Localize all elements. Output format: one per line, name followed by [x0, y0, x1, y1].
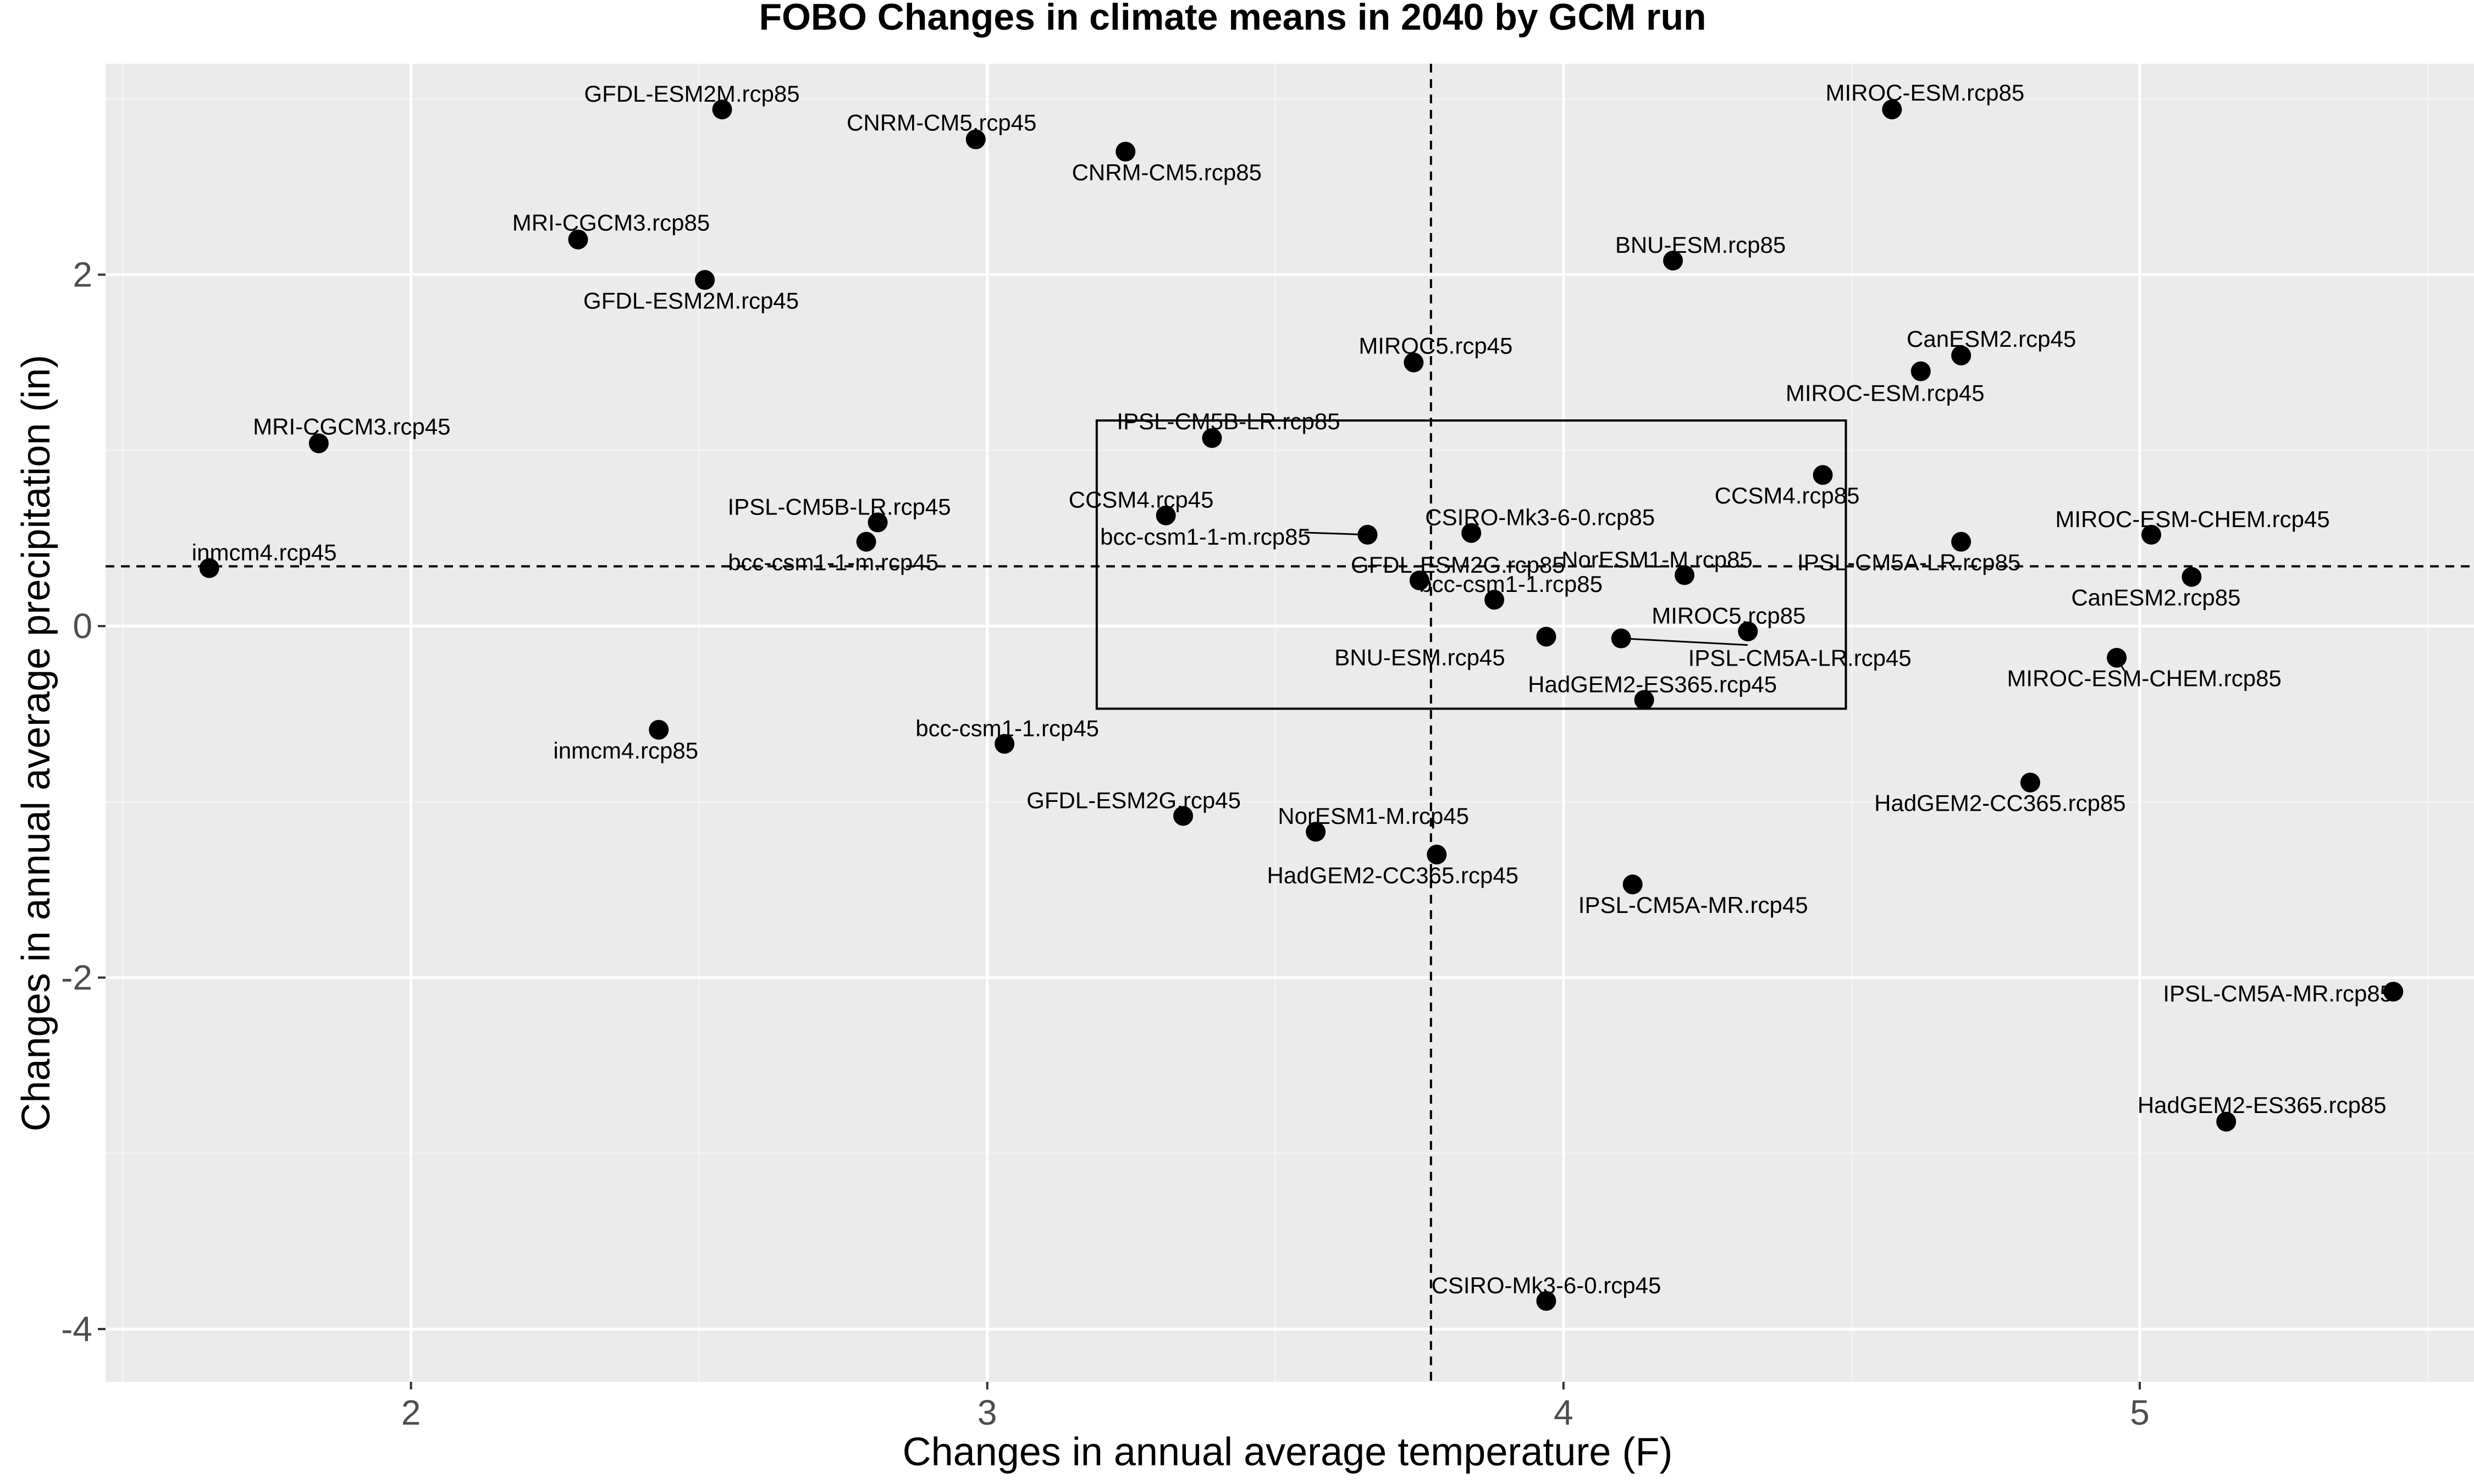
data-label: IPSL-CM5A-MR.rcp45 [1578, 892, 1808, 918]
data-label: GFDL-ESM2M.rcp45 [583, 287, 799, 313]
data-point [2182, 567, 2202, 587]
data-label: HadGEM2-CC365.rcp45 [1267, 862, 1519, 888]
data-point [1404, 352, 1424, 373]
data-point [1663, 251, 1683, 271]
data-label: CNRM-CM5.rcp45 [847, 109, 1036, 135]
data-label: NorESM1-M.rcp45 [1278, 803, 1469, 829]
data-label: bcc-csm1-1-m.rcp85 [1100, 524, 1311, 550]
data-point [1611, 628, 1631, 649]
data-point [712, 99, 732, 120]
data-point [1115, 141, 1136, 162]
data-label: bcc-csm1-1.rcp45 [915, 715, 1099, 741]
data-point [995, 734, 1015, 754]
data-point [649, 719, 669, 740]
data-label: MIROC5.rcp85 [1652, 603, 1805, 629]
data-point [1409, 571, 1429, 591]
data-point [1202, 428, 1222, 448]
data-point [1882, 99, 1902, 120]
data-label: CanESM2.rcp85 [2071, 585, 2240, 611]
data-point [965, 129, 986, 149]
data-label: CSIRO-Mk3-6-0.rcp45 [1432, 1272, 1661, 1298]
data-point [1738, 621, 1758, 641]
data-label: MIROC-ESM.rcp85 [1825, 80, 2024, 106]
y-tick-label: -4 [61, 1309, 92, 1349]
data-label: IPSL-CM5B-LR.rcp45 [727, 494, 951, 520]
data-label: CSIRO-Mk3-6-0.rcp85 [1425, 505, 1655, 530]
x-tick-label: 2 [401, 1393, 421, 1432]
data-point [1622, 874, 1643, 895]
data-label: CCSM4.rcp85 [1715, 483, 1860, 508]
highlight-box [1095, 419, 1847, 710]
data-point [1951, 345, 1972, 366]
data-point [1156, 505, 1176, 525]
data-point [856, 531, 876, 552]
y-axis-title: Changes in annual average precipitation … [14, 355, 58, 1132]
data-point [2141, 524, 2162, 545]
data-point [1306, 822, 1326, 842]
data-label: CNRM-CM5.rcp85 [1072, 159, 1262, 185]
data-label: GFDL-ESM2G.rcp45 [1026, 787, 1241, 813]
data-point [868, 512, 888, 533]
data-label: inmcm4.rcp85 [553, 738, 698, 763]
data-point [695, 270, 715, 290]
data-label: GFDL-ESM2M.rcp85 [584, 81, 800, 107]
data-label: HadGEM2-ES365.rcp85 [2138, 1092, 2387, 1118]
data-label: IPSL-CM5B-LR.rcp85 [1117, 408, 1340, 434]
data-point [199, 558, 219, 578]
y-tick-label: -2 [61, 958, 92, 998]
data-label: MIROC-ESM-CHEM.rcp45 [2055, 506, 2329, 532]
data-point [1357, 524, 1378, 545]
data-point [1951, 531, 1972, 552]
data-label: GFDL-ESM2G.rcp85 [1351, 552, 1565, 578]
data-point [2107, 647, 2127, 668]
data-point [308, 433, 329, 453]
x-axis-title: Changes in annual average temperature (F… [903, 1430, 1673, 1474]
y-tick-label: 2 [73, 255, 92, 295]
data-label: MRI-CGCM3.rcp45 [253, 414, 450, 440]
label-leader-line [1621, 638, 1748, 646]
data-label: CanESM2.rcp45 [1907, 326, 2076, 352]
data-label: IPSL-CM5A-LR.rcp85 [1797, 550, 2020, 575]
plot-area: 2 3 4 5 2 0 -2 -4 GFDL-ESM2M.rcp85 CNRM-CM5.rcp45… [61, 64, 2474, 1432]
data-point [1427, 844, 1447, 865]
data-label: HadGEM2-ES365.rcp45 [1528, 671, 1777, 697]
data-label: HadGEM2-CC365.rcp85 [1874, 790, 2126, 816]
data-point [1536, 1291, 1556, 1311]
data-label: MIROC5.rcp45 [1359, 333, 1512, 359]
data-label: BNU-ESM.rcp85 [1615, 232, 1786, 258]
data-label: bcc-csm1-1.rcp85 [1419, 571, 1603, 597]
data-label: MRI-CGCM3.rcp85 [512, 210, 710, 236]
data-point [1634, 690, 1654, 710]
data-point [1173, 806, 1194, 826]
data-point [1484, 590, 1505, 610]
x-tick-label: 4 [1554, 1393, 1573, 1432]
data-point [1813, 465, 1833, 485]
data-label: MIROC-ESM-CHEM.rcp85 [2007, 666, 2281, 691]
data-point [1675, 565, 1694, 585]
data-label: IPSL-CM5A-LR.rcp45 [1688, 645, 1912, 671]
chart-title: FOBO Changes in climate means in 2040 by… [759, 0, 1706, 38]
plot-panel [106, 64, 2474, 1382]
data-label: inmcm4.rcp45 [192, 540, 337, 566]
data-label: IPSL-CM5A-MR.rcp85 [2163, 981, 2393, 1006]
data-point [2216, 1111, 2236, 1132]
data-label: CCSM4.rcp45 [1069, 487, 1214, 513]
data-point [1461, 523, 1482, 543]
x-tick-label: 5 [2130, 1393, 2150, 1432]
data-point [2020, 772, 2040, 793]
data-point [2383, 982, 2404, 1002]
data-label: bcc-csm1-1-m.rcp45 [728, 550, 938, 575]
y-tick-label: 0 [73, 606, 92, 646]
data-label: BNU-ESM.rcp45 [1334, 644, 1505, 670]
data-label: NorESM1-M.rcp85 [1561, 546, 1753, 572]
x-tick-label: 3 [978, 1393, 997, 1432]
data-point [1536, 627, 1556, 647]
label-leader-line [1304, 531, 1368, 536]
data-point [1910, 361, 1931, 381]
data-point [568, 229, 588, 250]
data-label: MIROC-ESM.rcp45 [1786, 380, 1985, 406]
